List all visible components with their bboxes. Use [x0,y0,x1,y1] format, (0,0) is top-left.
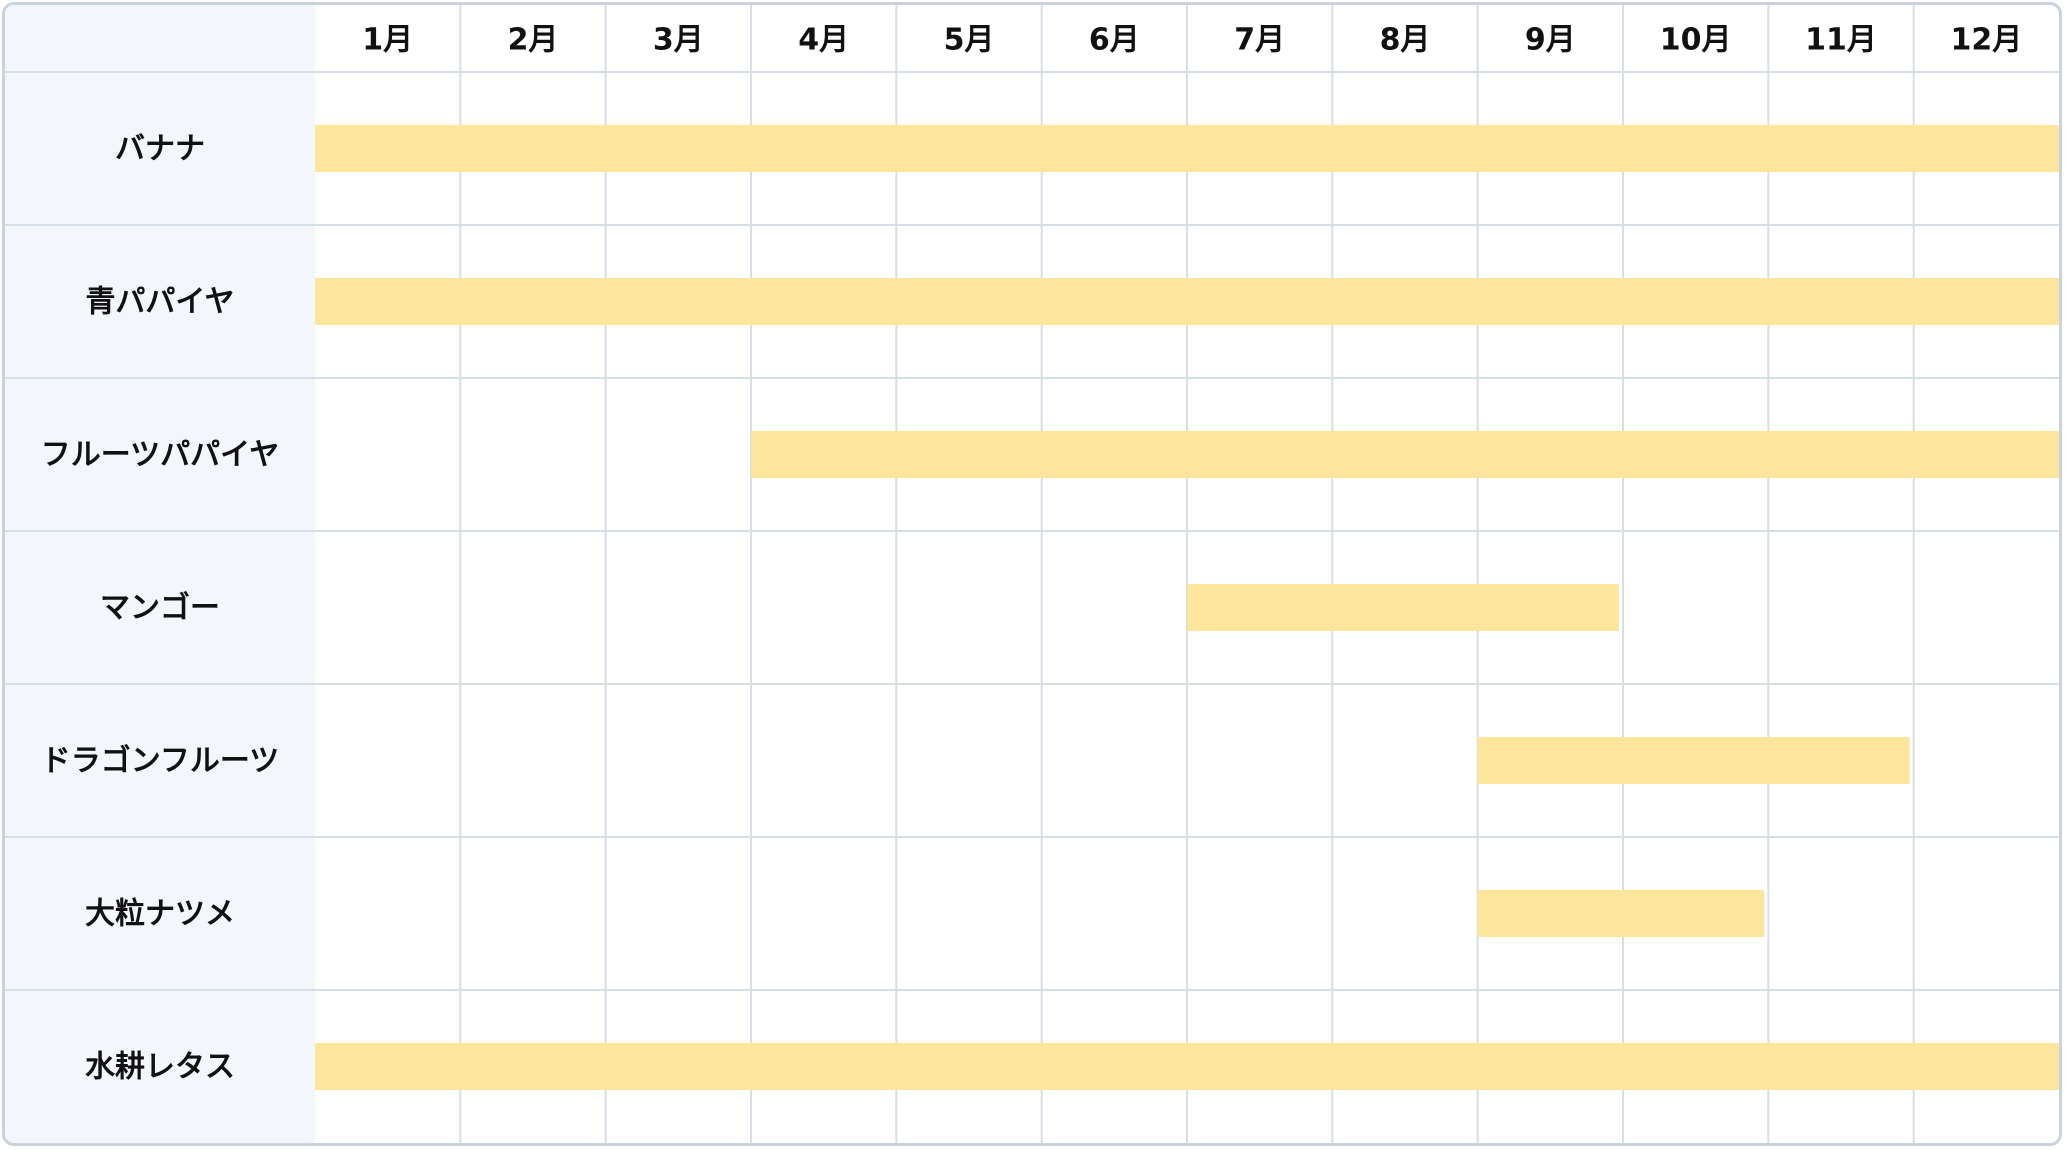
period-bar [751,431,2059,478]
month-label: 11月 [1805,23,1877,58]
row-label: マンゴー [100,591,220,626]
period-bar [315,1043,2059,1090]
month-label: 7月 [1234,23,1285,58]
month-label: 10月 [1660,23,1732,58]
month-label: 5月 [944,23,995,58]
period-bar [1187,584,1619,631]
row-label: バナナ [115,132,205,167]
month-label: 8月 [1380,23,1431,58]
month-label: 9月 [1525,23,1576,58]
row-label: フルーツパパイヤ [41,438,280,473]
month-label: 3月 [653,23,704,58]
month-label: 6月 [1089,23,1140,58]
chart-canvas: 1月 2月 3月 4月 5月 6月 7月 8月 9月 10月 11月 12月バナナ青パパイヤフルーツパ… [5,5,2059,1143]
row-label: 大粒ナツメ [85,897,235,932]
row-label: ドラゴンフルーツ [41,744,280,779]
row-label: 水耕レタス [85,1050,235,1085]
row-label: 青パパイヤ [85,285,234,320]
period-bar [1477,890,1765,937]
month-label: 2月 [508,23,559,58]
period-bar [315,278,2059,325]
header-corner [5,5,315,72]
month-label: 4月 [798,23,849,58]
period-bar [1477,737,1910,784]
label-column-background [5,5,315,1143]
period-bar [315,125,2059,172]
month-label: 1月 [362,23,413,58]
month-label: 12月 [1950,23,2022,58]
